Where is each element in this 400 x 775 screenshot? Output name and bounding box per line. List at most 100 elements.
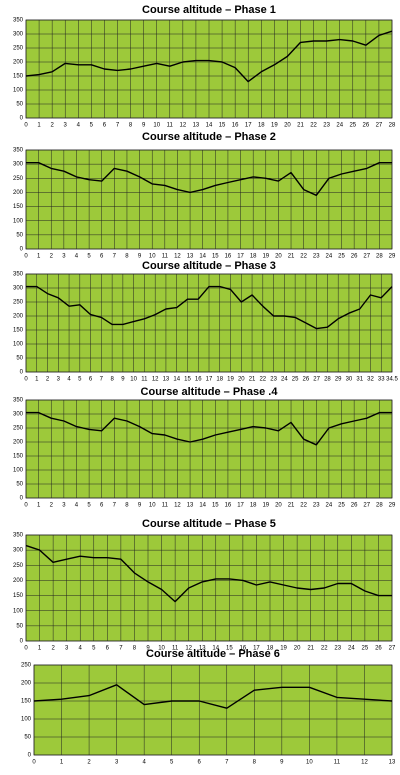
- x-tick-label: 16: [195, 377, 202, 383]
- altitude-line: [33, 684, 393, 709]
- y-tick-label: 0: [20, 496, 24, 502]
- x-tick-label: 29: [335, 377, 342, 383]
- y-tick-label: 100: [13, 88, 24, 94]
- x-tick-label: 34.5: [386, 377, 398, 383]
- x-tick-label: 15: [184, 377, 191, 383]
- x-tick-label: 18: [267, 646, 274, 652]
- plot-area: [25, 399, 393, 499]
- y-tick-label: 350: [13, 272, 24, 278]
- x-tick-label: 16: [225, 254, 232, 260]
- x-tick-label: 0: [24, 254, 28, 260]
- altitude-line: [26, 285, 393, 330]
- altitude-line: [25, 544, 392, 603]
- x-tick-label: 0: [24, 123, 28, 129]
- y-tick-label: 100: [13, 218, 24, 224]
- x-tick-label: 0: [24, 377, 28, 383]
- y-tick-label: 100: [13, 608, 24, 614]
- x-tick-label: 21: [249, 377, 256, 383]
- y-tick-label: 300: [13, 286, 24, 292]
- x-tick-label: 6: [89, 377, 93, 383]
- y-tick-label: 50: [24, 735, 31, 741]
- y-tick-label: 350: [13, 533, 24, 539]
- x-tick-label: 15: [212, 254, 219, 260]
- y-tick-label: 250: [13, 426, 24, 432]
- x-tick-label: 3: [57, 377, 61, 383]
- x-tick-label: 7: [113, 503, 117, 509]
- x-tick-label: 3: [62, 503, 66, 509]
- x-tick-label: 31: [356, 377, 363, 383]
- x-tick-label: 22: [259, 377, 266, 383]
- y-tick-label: 150: [21, 699, 32, 705]
- x-tick-label: 25: [338, 503, 345, 509]
- x-tick-label: 6: [100, 254, 104, 260]
- y-tick-label: 50: [16, 482, 23, 488]
- plot-area: [25, 149, 393, 250]
- x-tick-label: 15: [226, 646, 233, 652]
- x-tick-label: 12: [361, 760, 368, 766]
- x-tick-label: 2: [46, 377, 50, 383]
- x-tick-label: 8: [125, 503, 129, 509]
- y-tick-label: 300: [13, 412, 24, 418]
- x-tick-label: 18: [250, 503, 257, 509]
- x-tick-label: 9: [142, 123, 146, 129]
- x-tick-label: 19: [271, 123, 278, 129]
- x-tick-label: 12: [152, 377, 159, 383]
- x-tick-label: 9: [138, 503, 142, 509]
- y-tick-label: 200: [13, 314, 24, 320]
- x-tick-label: 13: [163, 377, 170, 383]
- chart-title: Course altitude – Phase 1: [142, 4, 276, 16]
- x-tick-label: 21: [297, 123, 304, 129]
- x-tick-label: 11: [167, 123, 174, 129]
- x-tick-label: 16: [240, 646, 247, 652]
- x-tick-label: 2: [87, 760, 91, 766]
- y-tick-label: 300: [13, 548, 24, 554]
- x-tick-label: 13: [389, 760, 396, 766]
- x-tick-label: 11: [162, 503, 169, 509]
- y-tick-label: 200: [13, 440, 24, 446]
- x-tick-label: 14: [199, 503, 206, 509]
- x-tick-label: 9: [121, 377, 125, 383]
- y-tick-label: 50: [16, 356, 23, 362]
- x-tick-label: 7: [113, 254, 117, 260]
- x-tick-label: 27: [363, 254, 370, 260]
- chart-title: Course altitude – Phase 5: [142, 518, 276, 530]
- x-tick-label: 12: [185, 646, 192, 652]
- x-tick-label: 23: [270, 377, 277, 383]
- x-tick-label: 3: [65, 646, 69, 652]
- plot-area: [25, 534, 393, 642]
- x-tick-label: 3: [115, 760, 119, 766]
- x-tick-label: 13: [199, 646, 206, 652]
- x-tick-label: 11: [141, 377, 148, 383]
- x-tick-label: 0: [32, 760, 36, 766]
- x-tick-label: 33: [378, 377, 385, 383]
- x-tick-label: 7: [100, 377, 104, 383]
- y-tick-label: 150: [13, 74, 24, 80]
- x-tick-label: 20: [238, 377, 245, 383]
- x-tick-label: 7: [116, 123, 120, 129]
- y-tick-label: 100: [13, 468, 24, 474]
- x-tick-label: 4: [79, 646, 83, 652]
- x-tick-label: 17: [237, 254, 244, 260]
- x-tick-label: 5: [87, 254, 91, 260]
- altitude-line: [26, 162, 392, 196]
- x-tick-label: 9: [138, 254, 142, 260]
- x-tick-label: 26: [351, 254, 358, 260]
- x-tick-label: 7: [225, 760, 229, 766]
- x-tick-label: 20: [294, 646, 301, 652]
- x-tick-label: 22: [321, 646, 328, 652]
- x-tick-label: 9: [280, 760, 284, 766]
- chart-title: Course altitude – Phase 6: [146, 648, 280, 660]
- x-tick-label: 5: [170, 760, 174, 766]
- y-tick-label: 350: [13, 148, 24, 154]
- x-tick-label: 24: [348, 646, 355, 652]
- y-tick-label: 50: [16, 623, 23, 629]
- x-tick-label: 32: [367, 377, 374, 383]
- x-tick-label: 8: [133, 646, 137, 652]
- x-tick-label: 16: [225, 503, 232, 509]
- x-tick-label: 26: [375, 646, 382, 652]
- x-tick-label: 27: [313, 377, 320, 383]
- chart-title: Course altitude – Phase .4: [141, 386, 279, 398]
- y-tick-label: 50: [16, 102, 23, 108]
- x-tick-label: 21: [307, 646, 314, 652]
